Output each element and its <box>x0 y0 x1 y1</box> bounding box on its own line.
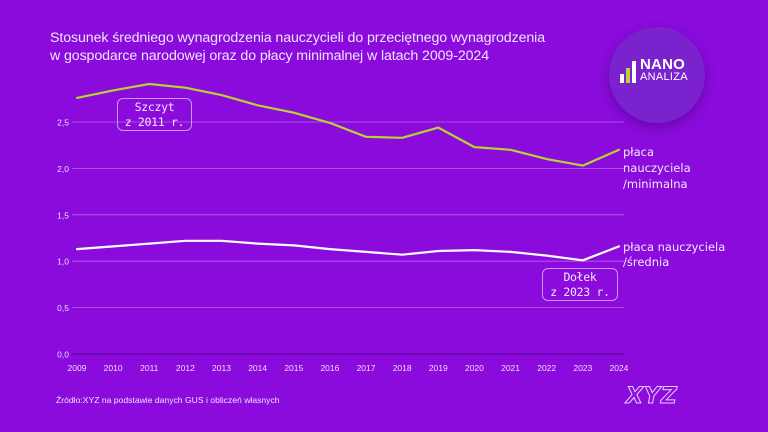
logo-bar-3 <box>632 61 636 83</box>
series-lines <box>75 82 621 262</box>
x-axis-tick-labels: 2009 2010 2011 2012 2013 2014 2015 2016 2017 2018… <box>68 363 629 373</box>
gridlines <box>72 121 624 355</box>
logo-word-nano: NANO <box>640 56 685 73</box>
x-tick-label: 2017 <box>357 363 376 373</box>
x-tick-label: 2011 <box>140 363 159 373</box>
x-tick-label: 2012 <box>176 363 195 373</box>
x-tick-label: 2016 <box>320 363 339 373</box>
x-tick-label: 2021 <box>501 363 520 373</box>
x-tick-label: 2019 <box>429 363 448 373</box>
y-tick-label: 1,5 <box>57 210 69 220</box>
xyz-brand-logo: XYZ <box>626 384 678 410</box>
series-line-average <box>75 239 621 262</box>
series-label-minimal: płaca nauczyciela /minimalna <box>623 144 691 192</box>
x-tick-label: 2022 <box>537 363 556 373</box>
series-label-minimal-line-1: płaca <box>623 145 654 159</box>
y-axis-tick-labels: 0,0 0,5 1,0 1,5 2,0 2,5 <box>57 118 69 360</box>
x-tick-label: 2024 <box>609 363 628 373</box>
logo-bar-1 <box>620 74 624 83</box>
source-note: Źródło:XYZ na podstawie danych GUS i obl… <box>56 395 280 405</box>
peak-annotation-line-2: z 2011 r. <box>124 115 185 129</box>
series-line-minimal <box>75 82 621 167</box>
peak-annotation-line-1: Szczyt <box>134 100 175 114</box>
trough-annotation-line-2: z 2023 r. <box>550 285 610 299</box>
x-tick-label: 2014 <box>248 363 267 373</box>
logo-bar-2 <box>626 68 630 83</box>
y-tick-label: 0,0 <box>57 350 69 360</box>
series-label-average: płaca nauczyciela /średnia <box>623 240 725 270</box>
series-label-minimal-line-3: /minimalna <box>623 177 688 191</box>
y-tick-label: 2,0 <box>57 164 69 174</box>
nano-analiza-logo: NANO ANALIZA <box>620 56 700 85</box>
trough-annotation: Dołek z 2023 r. <box>542 268 618 301</box>
series-label-minimal-line-2: nauczyciela <box>623 161 691 175</box>
x-tick-label: 2009 <box>68 363 87 373</box>
trough-annotation-line-1: Dołek <box>563 270 597 284</box>
x-tick-label: 2020 <box>465 363 484 373</box>
x-tick-label: 2018 <box>393 363 412 373</box>
y-tick-label: 1,0 <box>57 257 69 267</box>
y-tick-label: 2,5 <box>57 118 69 128</box>
series-label-average-line-1: płaca nauczyciela <box>623 240 726 254</box>
x-tick-label: 2013 <box>212 363 231 373</box>
logo-word-analiza: ANALIZA <box>640 71 688 83</box>
chart-title-line-2: w gospodarce narodowej oraz do płacy min… <box>50 48 489 64</box>
bar-chart-icon <box>620 61 640 83</box>
logo-badge <box>609 27 705 123</box>
chart-title-line-1: Stosunek średniego wynagrodzenia nauczyc… <box>50 30 545 46</box>
chart-title: Stosunek średniego wynagrodzenia nauczyc… <box>50 29 545 65</box>
x-tick-label: 2023 <box>573 363 592 373</box>
peak-annotation: Szczyt z 2011 r. <box>117 98 192 131</box>
x-tick-label: 2010 <box>104 363 123 373</box>
series-label-average-line-2: /średnia <box>623 255 670 269</box>
x-tick-label: 2015 <box>284 363 303 373</box>
y-tick-label: 0,5 <box>57 303 69 313</box>
